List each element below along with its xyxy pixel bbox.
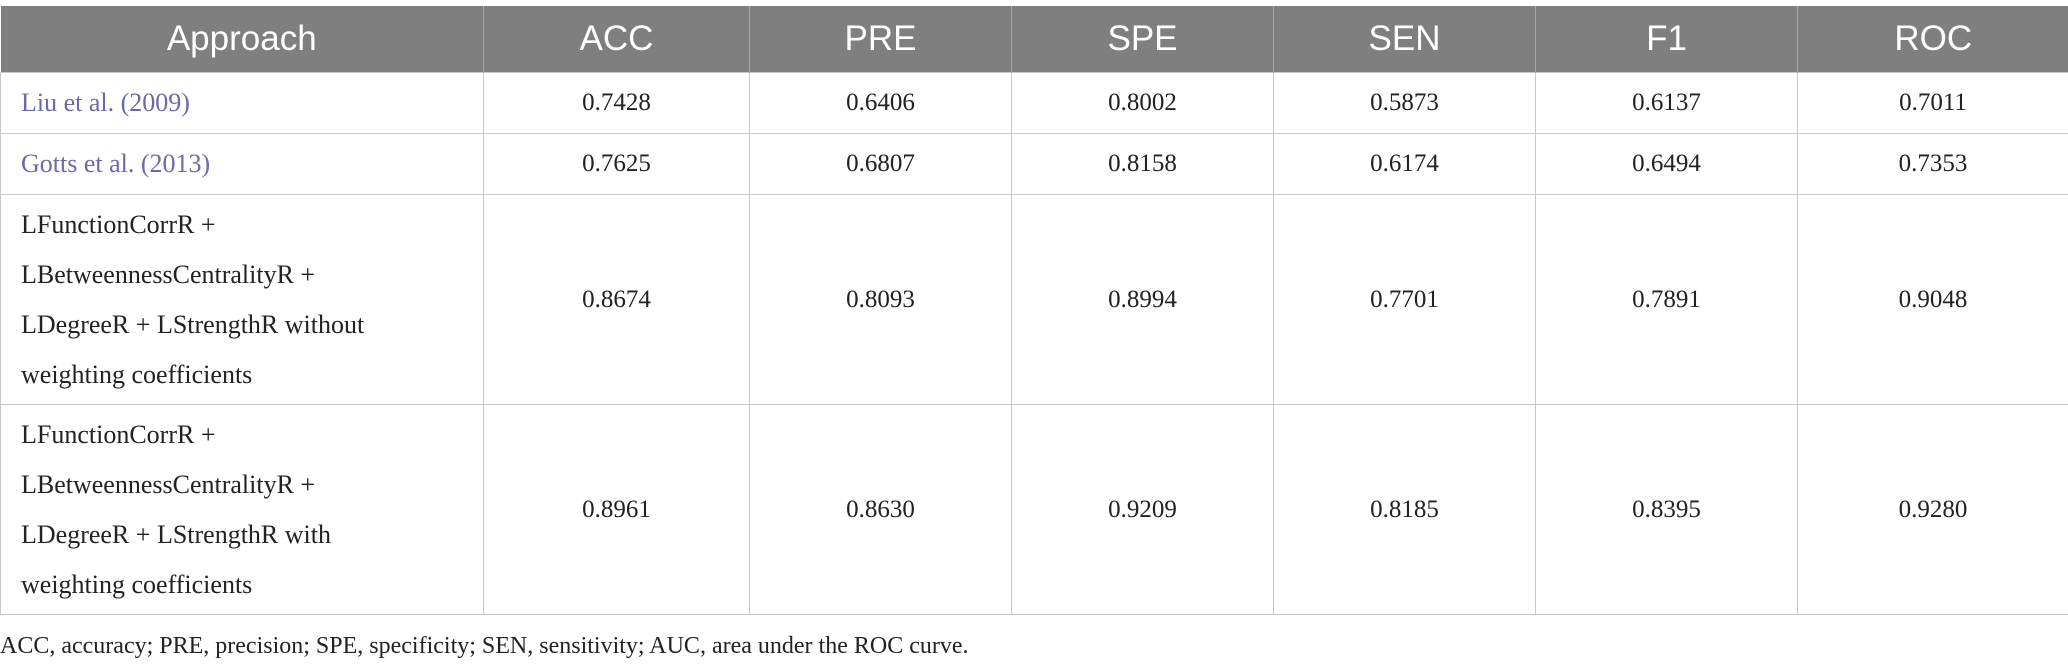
pre-cell: 0.8093 <box>749 194 1012 405</box>
column-header-f1: F1 <box>1535 6 1798 73</box>
approach-cell[interactable]: Gotts et al. (2013) <box>0 133 484 195</box>
approach-line: LBetweennessCentralityR + <box>21 469 316 499</box>
approach-line: LDegreeR + LStrengthR without <box>21 309 365 339</box>
pre-cell: 0.8630 <box>749 404 1012 615</box>
spe-cell: 0.9209 <box>1011 404 1274 615</box>
approach-line: weighting coefficients <box>21 359 253 389</box>
spe-cell: 0.8158 <box>1011 133 1274 195</box>
approach-line: LDegreeR + LStrengthR with <box>21 519 331 549</box>
f1-cell: 0.6494 <box>1535 133 1798 195</box>
table-row: LFunctionCorrR + LBetweennessCentralityR… <box>0 194 2068 405</box>
acc-cell: 0.8674 <box>483 194 750 405</box>
column-header-sen: SEN <box>1273 6 1536 73</box>
acc-cell: 0.8961 <box>483 404 750 615</box>
sen-cell: 0.7701 <box>1273 194 1536 405</box>
sen-cell: 0.8185 <box>1273 404 1536 615</box>
roc-cell: 0.7011 <box>1797 72 2068 134</box>
approach-line: weighting coefficients <box>21 569 253 599</box>
table-header-row: Approach ACC PRE SPE SEN F1 ROC <box>0 6 2068 73</box>
f1-cell: 0.7891 <box>1535 194 1798 405</box>
approach-cell: LFunctionCorrR + LBetweennessCentralityR… <box>0 404 484 615</box>
pre-cell: 0.6807 <box>749 133 1012 195</box>
roc-cell: 0.9048 <box>1797 194 2068 405</box>
spe-cell: 0.8002 <box>1011 72 1274 134</box>
sen-cell: 0.6174 <box>1273 133 1536 195</box>
sen-cell: 0.5873 <box>1273 72 1536 134</box>
table-row: Liu et al. (2009) 0.7428 0.6406 0.8002 0… <box>0 72 2068 134</box>
column-header-spe: SPE <box>1011 6 1274 73</box>
f1-cell: 0.6137 <box>1535 72 1798 134</box>
results-table: Approach ACC PRE SPE SEN F1 ROC Liu et a… <box>0 6 2068 615</box>
acc-cell: 0.7428 <box>483 72 750 134</box>
table-row: LFunctionCorrR + LBetweennessCentralityR… <box>0 404 2068 615</box>
approach-line: LFunctionCorrR + <box>21 419 216 449</box>
column-header-approach: Approach <box>0 6 484 73</box>
table-row: Gotts et al. (2013) 0.7625 0.6807 0.8158… <box>0 133 2068 195</box>
f1-cell: 0.8395 <box>1535 404 1798 615</box>
approach-line: LBetweennessCentralityR + <box>21 259 316 289</box>
column-header-pre: PRE <box>749 6 1012 73</box>
approach-line: LFunctionCorrR + <box>21 209 216 239</box>
roc-cell: 0.9280 <box>1797 404 2068 615</box>
reference-link[interactable]: Gotts et al. (2013) <box>21 149 211 178</box>
spe-cell: 0.8994 <box>1011 194 1274 405</box>
roc-cell: 0.7353 <box>1797 133 2068 195</box>
reference-link[interactable]: Liu et al. (2009) <box>21 88 190 117</box>
column-header-roc: ROC <box>1797 6 2068 73</box>
acc-cell: 0.7625 <box>483 133 750 195</box>
approach-cell[interactable]: Liu et al. (2009) <box>0 72 484 134</box>
pre-cell: 0.6406 <box>749 72 1012 134</box>
column-header-acc: ACC <box>483 6 750 73</box>
table-footnote: ACC, accuracy; PRE, precision; SPE, spec… <box>0 633 969 659</box>
approach-cell: LFunctionCorrR + LBetweennessCentralityR… <box>0 194 484 405</box>
